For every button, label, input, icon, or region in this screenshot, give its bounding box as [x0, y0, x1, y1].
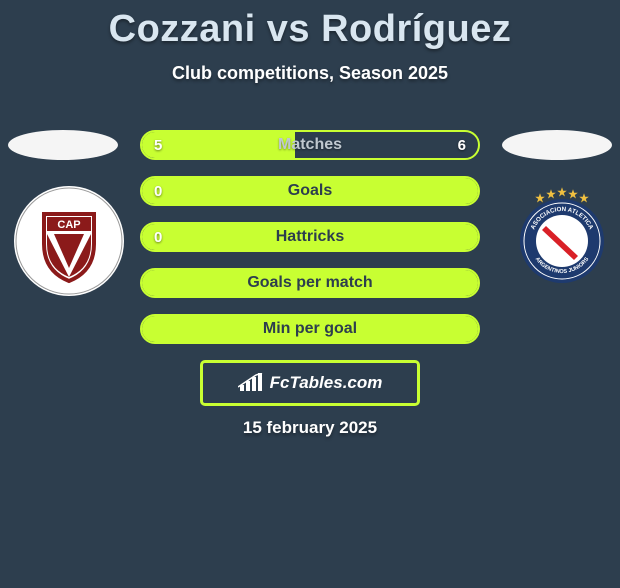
- stat-bar-label: Matches: [142, 132, 478, 158]
- stat-bar-label: Goals per match: [142, 270, 478, 296]
- cap-crest-icon: CAP: [14, 186, 124, 296]
- stat-bar: Goals0: [140, 176, 480, 206]
- club-crest-left: CAP: [14, 186, 124, 296]
- bar-chart-icon: [238, 373, 264, 393]
- page-title: Cozzani vs Rodríguez: [0, 8, 620, 51]
- stat-bar: Goals per match: [140, 268, 480, 298]
- stat-bar-left-value: 0: [154, 224, 162, 250]
- svg-text:CAP: CAP: [57, 219, 80, 231]
- stat-bar-label: Goals: [142, 178, 478, 204]
- player-silhouette-left: [8, 130, 118, 160]
- stat-bar: Hattricks0: [140, 222, 480, 252]
- stat-bar-label: Hattricks: [142, 224, 478, 250]
- stat-bars: Matches56Goals0Hattricks0Goals per match…: [140, 130, 480, 360]
- attribution-text: FcTables.com: [270, 373, 383, 393]
- player-silhouette-right: [502, 130, 612, 160]
- stat-bar-label: Min per goal: [142, 316, 478, 342]
- stat-bar: Matches5 6: [140, 130, 480, 160]
- aaaj-crest-icon: ASOCIACION ATLETICA ARGENTINOS JUNIORS: [512, 186, 612, 286]
- stat-bar: Min per goal: [140, 314, 480, 344]
- attribution-box: FcTables.com: [200, 360, 420, 406]
- club-crest-right: ASOCIACION ATLETICA ARGENTINOS JUNIORS: [512, 186, 612, 286]
- subtitle: Club competitions, Season 2025: [0, 63, 620, 84]
- stat-bar-left-value: 5: [154, 132, 162, 158]
- stat-bar-left-value: 0: [154, 178, 162, 204]
- stat-bar-right-value: 6: [458, 132, 466, 158]
- date-text: 15 february 2025: [0, 418, 620, 438]
